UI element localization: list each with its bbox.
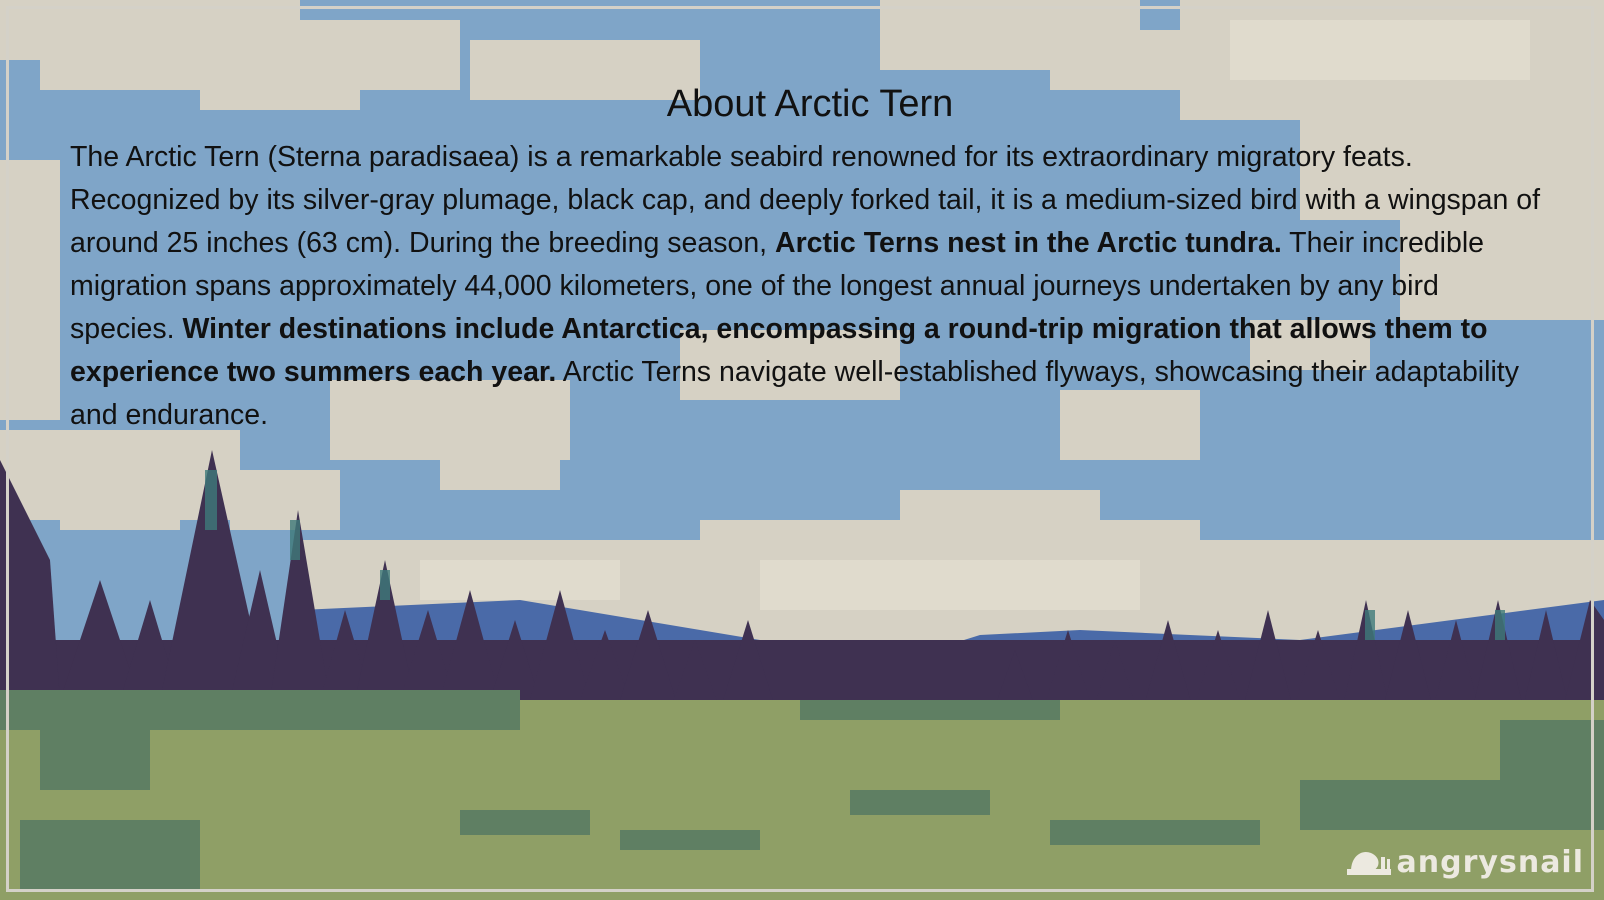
body-segment-3: Arctic Terns navigate well-established f… xyxy=(70,356,1519,431)
meadow-shadows xyxy=(0,690,1604,890)
article-title: About Arctic Tern xyxy=(666,83,954,125)
watermark-text: angrysnail xyxy=(1396,844,1584,880)
highlight-nesting: Arctic Terns nest in the Arctic tundra. xyxy=(775,227,1282,259)
watermark: angrysnail xyxy=(1346,842,1584,882)
article: About Arctic Tern The Arctic Tern (Stern… xyxy=(70,80,1550,437)
highlight-winter-destinations: Winter destinations include Antarctica, … xyxy=(70,313,1488,388)
body-segment-2: Their incredible migration spans approxi… xyxy=(70,227,1485,345)
article-body: The Arctic Tern (Sterna paradisaea) is a… xyxy=(70,136,1550,437)
snail-icon xyxy=(1346,851,1391,875)
body-segment-1: The Arctic Tern (Sterna paradisaea) is a… xyxy=(70,141,1541,259)
